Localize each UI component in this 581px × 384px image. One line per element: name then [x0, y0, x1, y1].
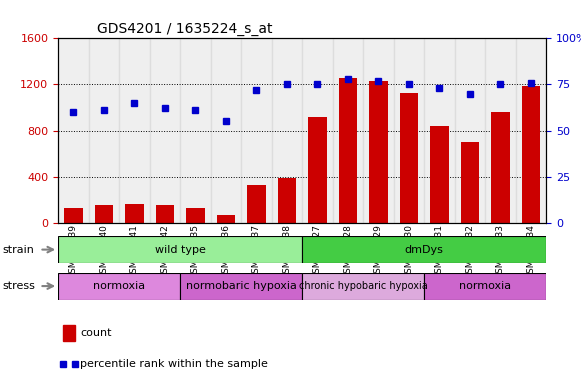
- Bar: [454, 38, 485, 223]
- FancyBboxPatch shape: [58, 236, 302, 263]
- Bar: [63, 325, 75, 341]
- Bar: [302, 38, 332, 223]
- Bar: [217, 215, 235, 223]
- Bar: [430, 126, 449, 223]
- Bar: [394, 38, 424, 223]
- FancyBboxPatch shape: [180, 273, 302, 300]
- Bar: [363, 38, 393, 223]
- Bar: [461, 142, 479, 223]
- Bar: [309, 117, 327, 223]
- FancyBboxPatch shape: [424, 273, 546, 300]
- Bar: [522, 86, 540, 223]
- Bar: [119, 38, 150, 223]
- Bar: [150, 38, 180, 223]
- Bar: [516, 38, 546, 223]
- Bar: [95, 205, 113, 223]
- Text: normoxia: normoxia: [93, 281, 145, 291]
- FancyBboxPatch shape: [302, 236, 546, 263]
- Bar: [125, 204, 144, 223]
- Text: strain: strain: [3, 245, 35, 255]
- Bar: [339, 78, 357, 223]
- FancyBboxPatch shape: [302, 273, 424, 300]
- Text: count: count: [80, 328, 112, 338]
- Text: normoxia: normoxia: [459, 281, 511, 291]
- Text: normobaric hypoxia: normobaric hypoxia: [186, 281, 296, 291]
- Text: percentile rank within the sample: percentile rank within the sample: [80, 359, 268, 369]
- Text: chronic hypobaric hypoxia: chronic hypobaric hypoxia: [299, 281, 428, 291]
- Bar: [332, 38, 363, 223]
- Text: wild type: wild type: [155, 245, 206, 255]
- Bar: [88, 38, 119, 223]
- Bar: [156, 205, 174, 223]
- Bar: [58, 38, 88, 223]
- Bar: [278, 178, 296, 223]
- Bar: [64, 208, 83, 223]
- FancyBboxPatch shape: [58, 273, 180, 300]
- Bar: [485, 38, 516, 223]
- Bar: [241, 38, 271, 223]
- Bar: [271, 38, 302, 223]
- Text: stress: stress: [3, 281, 36, 291]
- Bar: [180, 38, 210, 223]
- Text: dmDys: dmDys: [405, 245, 443, 255]
- Bar: [370, 81, 388, 223]
- Bar: [210, 38, 241, 223]
- Text: GDS4201 / 1635224_s_at: GDS4201 / 1635224_s_at: [97, 22, 272, 36]
- Bar: [248, 185, 266, 223]
- Bar: [491, 112, 510, 223]
- Bar: [400, 93, 418, 223]
- Bar: [424, 38, 454, 223]
- Bar: [186, 208, 205, 223]
